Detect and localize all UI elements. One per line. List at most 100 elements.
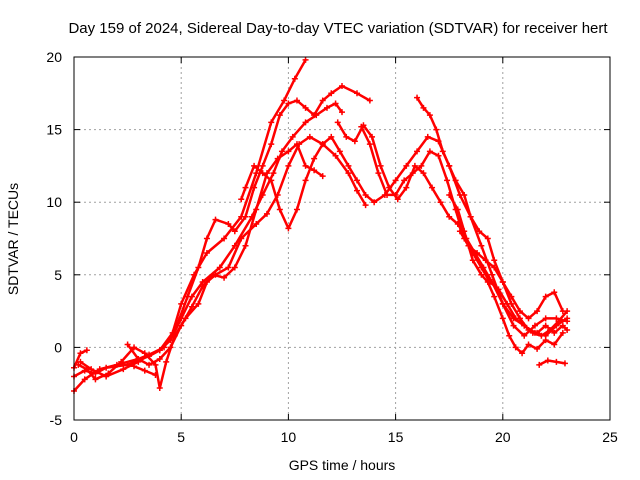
data-point xyxy=(538,332,545,339)
data-point xyxy=(411,162,418,169)
data-point xyxy=(242,213,249,220)
data-point xyxy=(225,220,232,227)
x-tick-label: 20 xyxy=(495,429,511,445)
data-point xyxy=(403,184,410,191)
series-track-14 xyxy=(131,363,159,378)
data-point xyxy=(319,141,326,148)
data-point xyxy=(184,293,191,300)
data-point xyxy=(354,187,361,194)
data-point xyxy=(178,300,185,307)
data-point xyxy=(561,360,568,367)
data-point xyxy=(345,162,352,169)
data-point xyxy=(141,367,148,374)
data-point xyxy=(534,329,541,336)
data-point xyxy=(77,350,84,357)
data-point xyxy=(454,206,461,213)
data-point xyxy=(414,94,421,101)
data-point xyxy=(311,155,318,162)
data-point xyxy=(362,202,369,209)
data-point xyxy=(461,228,468,235)
data-point xyxy=(446,162,453,169)
data-point xyxy=(242,242,249,249)
data-point xyxy=(354,177,361,184)
data-point xyxy=(508,293,515,300)
data-point xyxy=(358,123,365,130)
data-point xyxy=(478,264,485,271)
data-point xyxy=(319,173,326,180)
data-point xyxy=(429,184,436,191)
data-point xyxy=(253,220,260,227)
data-point xyxy=(544,357,551,364)
series-track-12 xyxy=(536,357,568,368)
data-point xyxy=(531,322,538,329)
data-point xyxy=(195,300,202,307)
data-point xyxy=(491,257,498,264)
x-tick-label: 0 xyxy=(70,429,78,445)
data-point xyxy=(152,371,159,378)
data-point xyxy=(553,358,560,365)
data-point xyxy=(536,361,543,368)
data-point xyxy=(328,90,335,97)
data-point xyxy=(392,177,399,184)
data-point xyxy=(542,293,549,300)
data-point xyxy=(375,170,382,177)
plot-area xyxy=(71,56,571,394)
data-point xyxy=(120,366,127,373)
data-point xyxy=(103,373,110,380)
series-track-1 xyxy=(71,56,309,394)
data-point xyxy=(555,318,562,325)
data-point xyxy=(384,191,391,198)
y-tick-label: 5 xyxy=(54,267,62,283)
data-point xyxy=(506,332,513,339)
data-point xyxy=(377,162,384,169)
data-point xyxy=(499,315,506,322)
series-line xyxy=(126,142,324,367)
series-track-4 xyxy=(77,83,373,380)
data-point xyxy=(437,199,444,206)
data-point xyxy=(276,206,283,213)
data-point xyxy=(188,303,195,310)
x-tick-label: 5 xyxy=(177,429,185,445)
data-point xyxy=(484,235,491,242)
data-point xyxy=(242,184,249,191)
data-point xyxy=(203,235,210,242)
data-point xyxy=(559,329,566,336)
data-point xyxy=(263,210,270,217)
axis-ticks: 0 5 10 15 20 25 -5 0 5 10 15 20 xyxy=(46,49,618,445)
data-point xyxy=(103,364,110,371)
data-point xyxy=(476,228,483,235)
data-point xyxy=(439,148,446,155)
data-point xyxy=(542,315,549,322)
data-point xyxy=(478,242,485,249)
x-tick-label: 10 xyxy=(281,429,297,445)
data-point xyxy=(302,162,309,169)
data-point xyxy=(446,191,453,198)
data-point xyxy=(482,257,489,264)
data-point xyxy=(525,326,532,333)
data-point xyxy=(156,385,163,392)
series-track-9 xyxy=(414,94,571,336)
x-tick-label: 25 xyxy=(602,429,618,445)
data-point xyxy=(369,133,376,140)
data-point xyxy=(306,133,313,140)
grid xyxy=(74,57,610,420)
data-point xyxy=(302,177,309,184)
series-line xyxy=(447,193,565,355)
data-point xyxy=(81,376,88,383)
data-point xyxy=(225,264,232,271)
series-track-7 xyxy=(334,119,571,339)
data-point xyxy=(276,112,283,119)
data-point xyxy=(403,162,410,169)
series-line xyxy=(72,58,307,393)
data-point xyxy=(302,119,309,126)
data-point xyxy=(293,97,300,104)
data-point xyxy=(285,148,292,155)
x-axis-label: GPS time / hours xyxy=(289,457,396,473)
data-point xyxy=(519,350,526,357)
plot-frame xyxy=(73,56,611,421)
data-point xyxy=(293,141,300,148)
data-point xyxy=(328,133,335,140)
data-point xyxy=(323,104,330,111)
data-point xyxy=(285,100,292,107)
data-point xyxy=(469,257,476,264)
